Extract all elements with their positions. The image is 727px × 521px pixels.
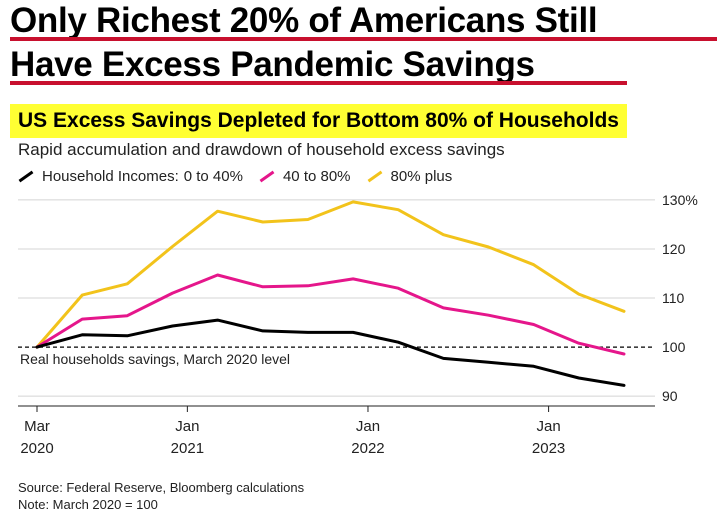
x-tick-label-top: Jan xyxy=(356,418,380,435)
x-tick-label-bottom: 2021 xyxy=(171,440,204,457)
x-tick-label-top: Mar xyxy=(24,418,50,435)
legend-label-40-80: 40 to 80% xyxy=(282,168,351,185)
series-line-40-to-80- xyxy=(35,273,626,356)
chart-subtitle: Rapid accumulation and drawdown of house… xyxy=(18,140,505,159)
legend-item-40-80: 40 to 80% xyxy=(259,168,351,185)
headline-line-1: Only Richest 20% of Americans Still xyxy=(10,1,717,41)
x-tick-label-top: Jan xyxy=(536,418,560,435)
y-tick-label: 110 xyxy=(662,290,685,306)
headline-text-2: Have Excess Pandemic Savings xyxy=(10,45,535,84)
y-tick-label: 90 xyxy=(662,388,678,404)
y-axis-ticks: 90 100 110 120 130% xyxy=(662,192,698,404)
y-tick-label: 130% xyxy=(662,192,698,208)
reference-line-group: Real households savings, March 2020 leve… xyxy=(18,346,655,367)
grid-lines xyxy=(18,199,655,407)
series-line-0-to-40- xyxy=(35,318,626,387)
y-tick-label: 100 xyxy=(662,339,686,355)
x-tick-label-bottom: 2020 xyxy=(20,440,53,457)
headline-line-2: Have Excess Pandemic Savings xyxy=(10,45,627,85)
x-tick-label-bottom: 2023 xyxy=(532,440,565,457)
source-note: Source: Federal Reserve, Bloomberg calcu… xyxy=(18,480,305,495)
legend-label-80-plus: 80% plus xyxy=(390,168,453,185)
legend-item-80-plus: 80% plus xyxy=(367,168,453,185)
x-axis-ticks: Mar 2020 Jan 2021 Jan 2022 Jan 2023 xyxy=(20,406,565,457)
headline-text-1: Only Richest 20% of Americans Still xyxy=(10,1,598,40)
x-tick-label-bottom: 2022 xyxy=(351,440,384,457)
chart-legend: Household Incomes: 0 to 40% 40 to 80% 80… xyxy=(18,168,468,185)
legend-item-0-40: Household Incomes: 0 to 40% xyxy=(18,168,243,185)
headline-underline-1 xyxy=(10,37,717,41)
legend-label-0-40: 0 to 40% xyxy=(183,168,243,185)
chart-title: US Excess Savings Depleted for Bottom 80… xyxy=(10,104,627,138)
reference-label: Real households savings, March 2020 leve… xyxy=(20,351,290,367)
line-chart: Real households savings, March 2020 leve… xyxy=(18,192,698,457)
base-note: Note: March 2020 = 100 xyxy=(18,497,158,512)
y-tick-label: 120 xyxy=(662,241,686,257)
legend-title: Household Incomes: xyxy=(42,168,179,185)
headline-underline-2 xyxy=(10,81,627,85)
series-line-80-plus xyxy=(35,200,626,349)
series-lines xyxy=(35,200,626,387)
x-tick-label-top: Jan xyxy=(175,418,199,435)
